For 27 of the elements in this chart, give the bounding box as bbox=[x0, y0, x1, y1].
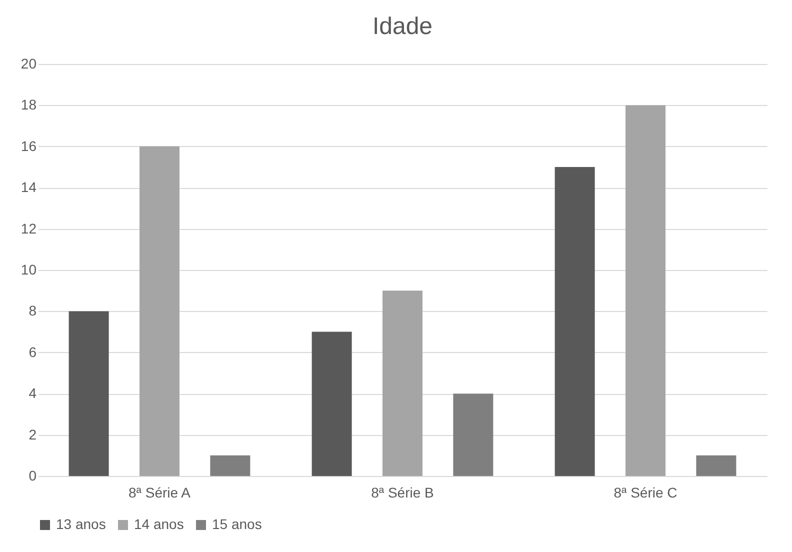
legend-label: 15 anos bbox=[212, 516, 262, 532]
y-tick-label: 0 bbox=[28, 468, 37, 484]
x-tick-label: 8ª Série B bbox=[371, 484, 434, 500]
y-tick-label: 14 bbox=[20, 179, 37, 196]
bar bbox=[453, 394, 494, 476]
x-tick-label: 8ª Série C bbox=[614, 484, 678, 500]
legend-label: 14 anos bbox=[134, 516, 184, 532]
y-tick-label: 20 bbox=[20, 56, 37, 72]
bar bbox=[312, 332, 352, 476]
y-tick-label: 12 bbox=[20, 220, 37, 236]
y-tick-label: 2 bbox=[28, 426, 37, 442]
chart-title: Idade bbox=[372, 13, 433, 40]
bar bbox=[696, 455, 736, 476]
bar bbox=[382, 290, 422, 476]
y-tick-label: 4 bbox=[28, 385, 37, 402]
bar bbox=[210, 455, 250, 476]
y-tick-label: 16 bbox=[20, 138, 37, 154]
y-tick-label: 18 bbox=[20, 96, 37, 113]
y-tick-label: 8 bbox=[28, 302, 37, 319]
bar bbox=[554, 167, 595, 476]
y-tick-label: 10 bbox=[20, 262, 37, 278]
bar bbox=[626, 105, 666, 476]
bar bbox=[68, 311, 109, 476]
x-tick-label: 8ª Série A bbox=[128, 484, 192, 500]
bar bbox=[140, 146, 180, 476]
y-tick-label: 6 bbox=[28, 344, 37, 360]
legend-label: 13 anos bbox=[56, 516, 106, 532]
